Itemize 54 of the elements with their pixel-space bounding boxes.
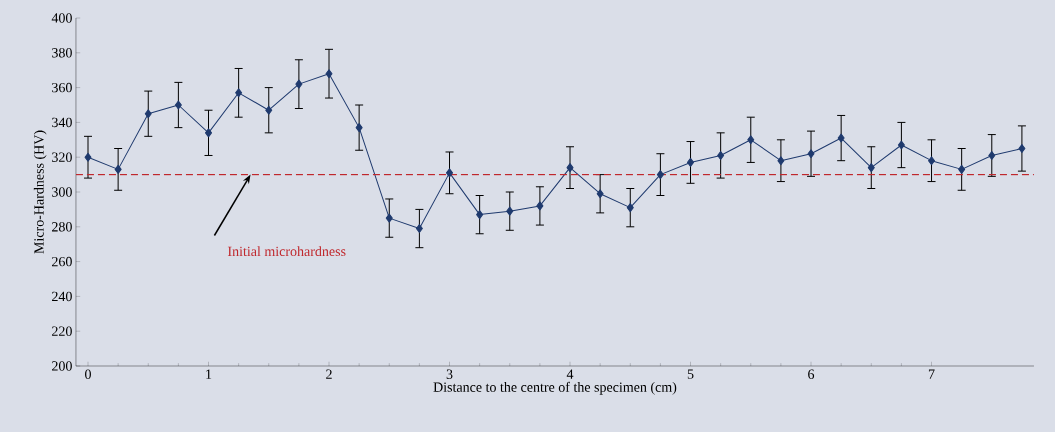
x-tick-label: 7: [928, 369, 935, 379]
point: [385, 213, 393, 223]
point: [84, 152, 92, 162]
point: [476, 210, 484, 220]
x-tick-label: 4: [566, 369, 574, 379]
point: [626, 203, 634, 213]
point: [506, 206, 514, 216]
point: [897, 140, 905, 150]
point: [536, 201, 544, 211]
y-tick-label: 320: [52, 152, 72, 162]
point: [777, 156, 785, 166]
y-tick-label: 400: [51, 13, 72, 23]
point: [446, 168, 454, 178]
y-tick-label: 280: [52, 222, 72, 232]
point: [265, 105, 273, 115]
point: [415, 224, 423, 234]
point: [566, 163, 574, 173]
point: [596, 189, 604, 199]
y-tick-label: 240: [52, 291, 72, 302]
y-tick-label: 200: [52, 361, 72, 371]
y-tick-label: 340: [52, 117, 72, 128]
point: [928, 156, 936, 166]
x-tick-label: 1: [206, 369, 212, 379]
x-axis-title: Distance to the centre of the specimen (cm): [433, 381, 677, 395]
point: [355, 123, 363, 133]
point: [687, 157, 695, 167]
y-tick-label: 300: [52, 187, 72, 197]
x-tick-label: 0: [85, 369, 91, 379]
point: [205, 128, 213, 138]
ref-line-label: Initial microhardness: [227, 246, 346, 257]
point: [1018, 144, 1026, 153]
x-tick-label: 6: [808, 369, 815, 379]
point: [867, 163, 875, 173]
point: [988, 150, 996, 160]
x-tick-label: 2: [326, 369, 332, 379]
y-tick-label: 360: [52, 82, 72, 93]
x-tick-label: 3: [446, 369, 453, 379]
y-tick-label: 380: [52, 48, 72, 58]
y-tick-label: 220: [52, 326, 72, 336]
point: [747, 135, 755, 145]
point: [325, 69, 333, 79]
y-axis-title: Micro-Hardness (HV): [33, 130, 47, 254]
point: [114, 164, 122, 174]
point: [656, 170, 664, 180]
point: [958, 164, 966, 174]
y-tick-label: 260: [52, 256, 72, 267]
point: [235, 88, 243, 98]
point: [295, 79, 303, 89]
point: [717, 150, 725, 160]
point: [837, 133, 845, 143]
point: [174, 100, 182, 110]
point: [807, 149, 815, 159]
x-tick-label: 5: [687, 369, 694, 379]
point: [144, 109, 152, 119]
